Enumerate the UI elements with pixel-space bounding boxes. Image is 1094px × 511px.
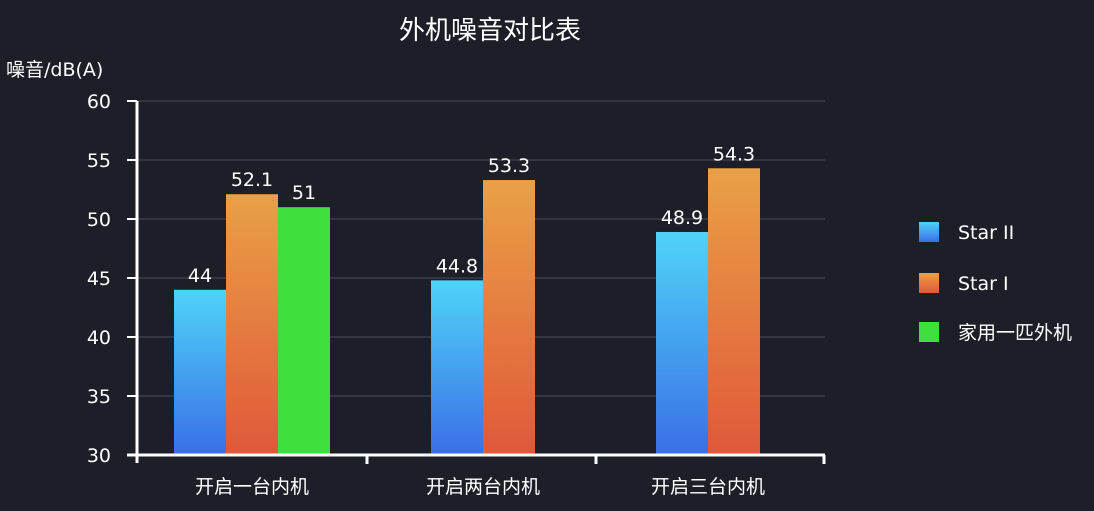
y-tick-label: 60 xyxy=(87,91,111,113)
data-label: 48.9 xyxy=(661,207,703,229)
data-label: 54.3 xyxy=(713,143,755,165)
x-category-label: 开启三台内机 xyxy=(651,476,765,498)
legend-swatch xyxy=(919,222,939,242)
bar-star-ii-3 xyxy=(656,231,708,455)
x-category-label: 开启一台内机 xyxy=(195,476,309,498)
y-axis-label: 噪音/dB(A) xyxy=(6,59,103,81)
y-tick-label: 40 xyxy=(87,327,111,349)
legend-label: 家用一匹外机 xyxy=(958,322,1072,344)
chart-title: 外机噪音对比表 xyxy=(399,16,581,46)
y-tick-label: 50 xyxy=(87,209,111,231)
legend-swatch xyxy=(919,273,939,293)
bar-star-ii-2 xyxy=(431,280,483,455)
data-label: 44.8 xyxy=(436,255,478,277)
data-label: 51 xyxy=(292,182,316,204)
bar-star-ii-1 xyxy=(174,289,226,455)
y-tick-label: 55 xyxy=(87,150,111,172)
legend: Star II Star I 家用一匹外机 xyxy=(919,222,1072,344)
bar-家用一匹外机-1 xyxy=(278,207,330,455)
data-label: 53.3 xyxy=(488,155,530,177)
y-tick-label: 35 xyxy=(87,386,111,408)
legend-label: Star I xyxy=(958,273,1009,295)
data-label: 44 xyxy=(188,265,212,287)
bars xyxy=(174,168,760,455)
data-label: 52.1 xyxy=(231,169,273,191)
x-category-label: 开启两台内机 xyxy=(426,476,540,498)
bar-star-i-2 xyxy=(483,180,535,455)
bar-star-i-3 xyxy=(708,168,760,455)
bar-star-i-1 xyxy=(226,194,278,455)
axes: 30 35 40 45 50 55 60 开启一台内机 开启两台内机 开启三台内机 xyxy=(87,91,826,498)
legend-swatch xyxy=(919,322,939,342)
value-labels: 44 52.1 51 44.8 53.3 48.9 54.3 xyxy=(188,143,755,287)
y-tick-label: 45 xyxy=(87,268,111,290)
legend-label: Star II xyxy=(958,222,1014,244)
y-tick-label: 30 xyxy=(87,445,111,467)
